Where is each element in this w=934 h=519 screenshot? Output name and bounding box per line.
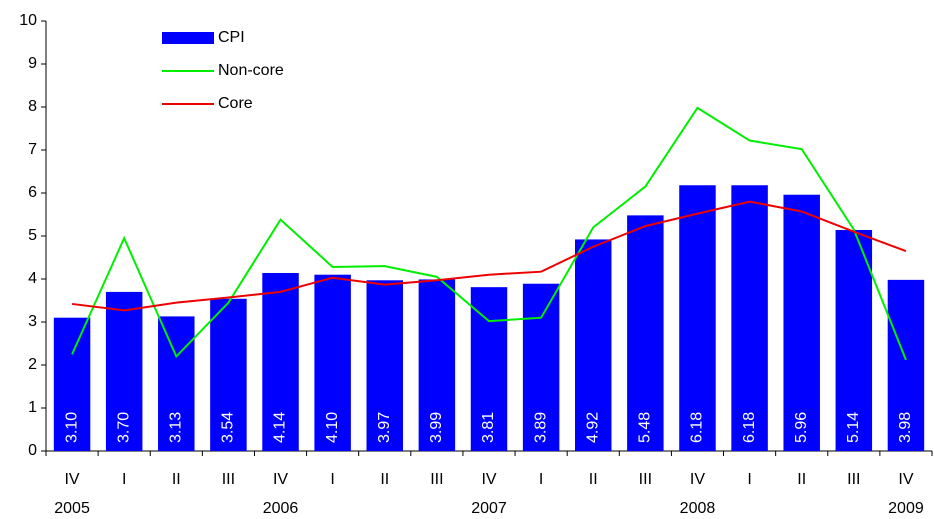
y-tick-label: 1: [28, 399, 37, 416]
value-label: 4.10: [324, 412, 341, 443]
y-tick-label: 10: [19, 12, 37, 29]
y-tick-label: 5: [28, 227, 37, 244]
bar: [887, 279, 925, 451]
bar: [835, 229, 873, 451]
value-label: 3.13: [168, 412, 185, 443]
value-label: 3.97: [376, 412, 393, 443]
legend-label: Non-core: [218, 62, 284, 79]
x-tick-label: III: [430, 471, 443, 488]
value-label: 5.96: [793, 412, 810, 443]
value-label: 3.54: [220, 412, 237, 443]
x-tick-label: IV: [273, 471, 288, 488]
year-label: 2009: [888, 500, 924, 517]
bar: [470, 287, 508, 451]
value-label: 6.18: [689, 412, 706, 443]
x-tick-label: IV: [898, 471, 913, 488]
bar: [731, 185, 768, 451]
bar: [105, 291, 143, 451]
x-tick-label: II: [380, 471, 389, 488]
x-tick-label: IV: [481, 471, 496, 488]
value-label: 4.14: [272, 412, 289, 443]
value-label: 3.10: [63, 412, 80, 443]
x-tick-label: III: [639, 471, 652, 488]
line: [71, 200, 907, 312]
bar: [418, 279, 456, 451]
x-tick-label: III: [222, 471, 235, 488]
bar: [574, 239, 612, 451]
year-label: 2007: [471, 500, 507, 517]
bar: [783, 194, 820, 451]
bar: [210, 298, 247, 451]
x-tick-label: I: [122, 471, 126, 488]
x-tick-label: I: [539, 471, 543, 488]
x-tick-label: III: [847, 471, 860, 488]
legend-label: CPI: [218, 29, 245, 46]
year-label: 2008: [680, 500, 716, 517]
x-tick-label: II: [172, 471, 181, 488]
y-tick-label: 2: [28, 356, 37, 373]
value-label: 3.70: [115, 412, 132, 443]
value-label: 3.99: [428, 412, 445, 443]
value-label: 5.48: [637, 412, 654, 443]
legend-label: Core: [218, 95, 253, 112]
year-label: 2005: [54, 500, 90, 517]
value-label: 3.81: [480, 412, 497, 443]
y-tick-label: 0: [28, 442, 37, 459]
line: [71, 106, 907, 361]
y-tick-label: 9: [28, 55, 37, 72]
y-tick-label: 4: [28, 270, 37, 287]
x-tick-label: II: [797, 471, 806, 488]
year-label: 2006: [263, 500, 299, 517]
bar: [679, 185, 716, 451]
bar: [314, 274, 351, 451]
bar: [158, 316, 195, 451]
value-label: 6.18: [741, 412, 758, 443]
bar: [262, 272, 299, 451]
x-tick-label: I: [330, 471, 334, 488]
x-tick-label: I: [747, 471, 751, 488]
value-label: 4.92: [584, 412, 601, 443]
bar: [522, 283, 560, 451]
bar: [53, 317, 91, 451]
y-tick-label: 8: [28, 98, 37, 115]
legend-swatch: [162, 32, 214, 44]
bar: [366, 280, 404, 451]
value-label: 3.89: [532, 412, 549, 443]
y-tick-label: 7: [28, 141, 37, 158]
value-label: 5.14: [845, 412, 862, 443]
x-tick-label: IV: [690, 471, 705, 488]
x-tick-label: II: [589, 471, 598, 488]
y-tick-label: 3: [28, 313, 37, 330]
bar: [627, 215, 664, 451]
y-tick-label: 6: [28, 184, 37, 201]
x-tick-label: IV: [64, 471, 79, 488]
value-label: 3.98: [897, 412, 914, 443]
